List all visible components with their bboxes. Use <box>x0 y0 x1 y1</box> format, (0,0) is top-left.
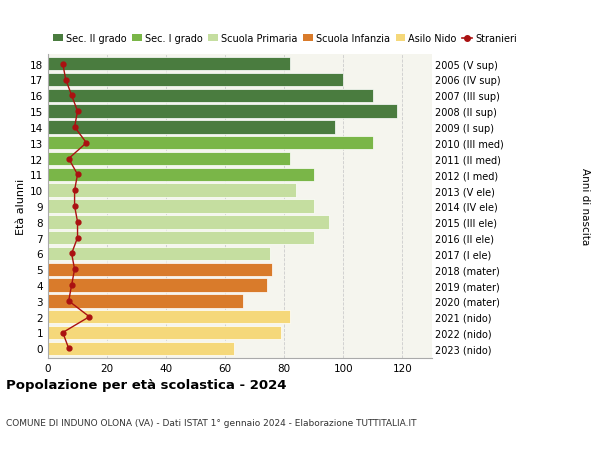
Bar <box>48 247 269 261</box>
Text: COMUNE DI INDUNO OLONA (VA) - Dati ISTAT 1° gennaio 2024 - Elaborazione TUTTITAL: COMUNE DI INDUNO OLONA (VA) - Dati ISTAT… <box>6 418 416 427</box>
Bar <box>48 231 314 245</box>
Bar <box>48 326 281 340</box>
Legend: Sec. II grado, Sec. I grado, Scuola Primaria, Scuola Infanzia, Asilo Nido, Stran: Sec. II grado, Sec. I grado, Scuola Prim… <box>53 34 517 44</box>
Y-axis label: Età alunni: Età alunni <box>16 179 26 235</box>
Bar <box>48 216 329 229</box>
Bar <box>48 279 266 292</box>
Bar <box>48 295 243 308</box>
Bar <box>48 73 343 87</box>
Bar <box>48 200 314 213</box>
Bar <box>48 152 290 166</box>
Bar <box>48 105 397 118</box>
Bar <box>48 342 234 355</box>
Text: Popolazione per età scolastica - 2024: Popolazione per età scolastica - 2024 <box>6 379 287 392</box>
Bar <box>48 58 290 71</box>
Bar <box>48 121 335 134</box>
Bar <box>48 168 314 182</box>
Y-axis label: Anni di nascita: Anni di nascita <box>580 168 590 245</box>
Bar <box>48 263 272 276</box>
Bar <box>48 184 296 197</box>
Bar <box>48 310 290 324</box>
Bar <box>48 137 373 150</box>
Bar <box>48 90 373 103</box>
